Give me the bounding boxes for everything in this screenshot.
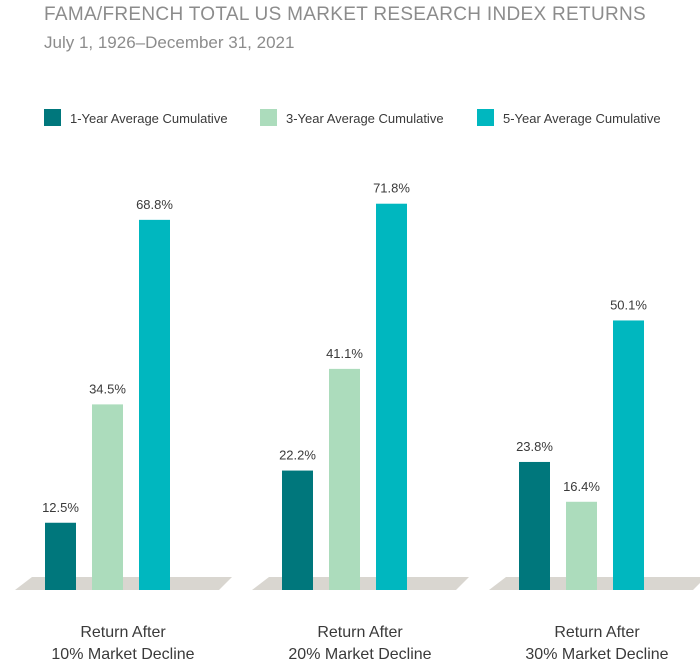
legend-swatch-3 xyxy=(477,109,494,126)
bar-group-2-series-1 xyxy=(282,470,313,590)
chart-category-labels: Return After 10% Market Decline Return Aft… xyxy=(51,624,668,663)
legend-swatch-1 xyxy=(44,109,61,126)
value-label-group-1-series-2: 34.5% xyxy=(89,381,126,396)
bar-group-2-series-3 xyxy=(376,203,407,590)
category-label-2-line-1: Return After xyxy=(317,624,403,641)
chart-title: FAMA/FRENCH TOTAL US MARKET RESEARCH IND… xyxy=(44,4,646,25)
bar-group-3-series-1 xyxy=(519,461,550,590)
chart-subtitle: July 1, 1926–December 31, 2021 xyxy=(44,33,294,52)
legend-label-2: 3-Year Average Cumulative xyxy=(286,111,444,126)
chart-bars xyxy=(45,203,644,590)
bar-group-2-series-2 xyxy=(329,368,360,590)
value-label-group-3-series-2: 16.4% xyxy=(563,479,600,494)
value-label-group-1-series-3: 68.8% xyxy=(136,197,173,212)
bar-group-1-series-2 xyxy=(92,404,123,590)
value-label-group-2-series-2: 41.1% xyxy=(326,346,363,361)
value-label-group-2-series-1: 22.2% xyxy=(279,448,316,463)
bar-group-3-series-2 xyxy=(566,501,597,590)
category-label-2-line-2: 20% Market Decline xyxy=(288,646,431,663)
chart-legend: 1-Year Average Cumulative 3-Year Average … xyxy=(44,109,661,126)
category-label-1-line-1: Return After xyxy=(80,624,166,641)
value-label-group-1-series-1: 12.5% xyxy=(42,500,79,515)
value-label-group-3-series-3: 50.1% xyxy=(610,297,647,312)
bar-group-1-series-1 xyxy=(45,522,76,590)
bar-group-3-series-3 xyxy=(613,320,644,590)
bar-group-1-series-3 xyxy=(139,219,170,590)
value-label-group-3-series-1: 23.8% xyxy=(516,439,553,454)
legend-label-3: 5-Year Average Cumulative xyxy=(503,111,661,126)
category-label-1-line-2: 10% Market Decline xyxy=(51,646,194,663)
category-label-3-line-1: Return After xyxy=(554,624,640,641)
value-label-group-2-series-3: 71.8% xyxy=(373,181,410,196)
legend-label-1: 1-Year Average Cumulative xyxy=(70,111,228,126)
chart-value-labels: 12.5% 22.2% 23.8% 34.5% 41.1% 16.4% 68.8% 71.8%… xyxy=(42,181,647,515)
legend-swatch-2 xyxy=(260,109,277,126)
category-label-3-line-2: 30% Market Decline xyxy=(525,646,668,663)
